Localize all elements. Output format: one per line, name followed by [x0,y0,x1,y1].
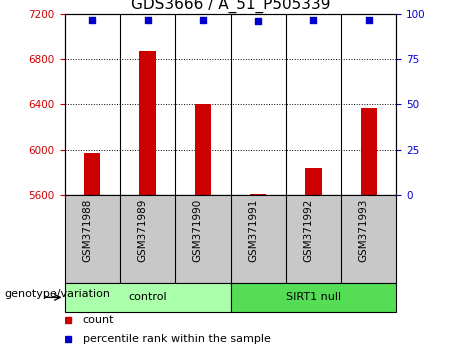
Point [89,17,96,22]
FancyBboxPatch shape [65,283,230,312]
Text: GSM371990: GSM371990 [193,199,203,262]
Text: control: control [128,292,167,302]
Point [199,17,207,22]
Bar [361,108,377,195]
Point [310,17,317,22]
Text: genotype/variation: genotype/variation [5,289,111,299]
Bar [139,51,156,195]
Bar [305,168,322,195]
Bar [250,194,266,195]
FancyBboxPatch shape [230,283,396,312]
Text: GSM371993: GSM371993 [359,199,369,263]
Bar [84,153,100,195]
Bar [195,104,211,195]
Text: GSM371991: GSM371991 [248,199,258,263]
Text: GSM371988: GSM371988 [82,199,92,263]
Point [144,17,151,22]
Text: SIRT1 null: SIRT1 null [286,292,341,302]
Point [254,18,262,24]
Text: percentile rank within the sample: percentile rank within the sample [83,334,271,344]
Title: GDS3666 / A_51_P505339: GDS3666 / A_51_P505339 [131,0,330,13]
Point [365,17,372,22]
Text: count: count [83,315,114,325]
Text: GSM371992: GSM371992 [303,199,313,263]
Text: GSM371989: GSM371989 [137,199,148,263]
